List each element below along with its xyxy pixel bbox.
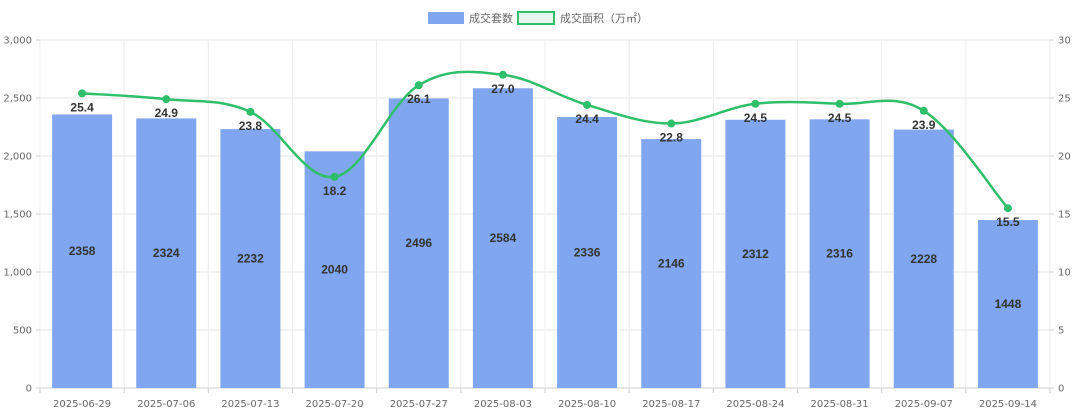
line-value-label: 24.9 (155, 106, 179, 120)
legend-item-line[interactable]: 成交面积（万㎡） (517, 11, 648, 25)
x-tick-label: 2025-07-13 (221, 399, 279, 410)
y-right-tick-label: 10 (1058, 268, 1071, 279)
line-series (78, 70, 1012, 213)
legend-item-bars[interactable]: 成交套数 (428, 11, 513, 25)
y-left-tick-label: 0 (26, 384, 32, 395)
line-value-label: 27.0 (491, 82, 515, 96)
line-point[interactable] (498, 70, 507, 79)
bar[interactable] (809, 119, 870, 389)
legend-label-line: 成交面积（万㎡） (560, 11, 648, 25)
line-point[interactable] (583, 100, 592, 109)
bar-value-label: 2324 (153, 246, 180, 260)
axis-layer: 0 500 1,000 1,500 2,000 2,500 3,000 0 5 10 15 20 25 3… (3, 36, 1070, 411)
bar-value-label: 2496 (405, 236, 432, 250)
line-point[interactable] (414, 81, 423, 90)
bar-value-label: 2146 (658, 257, 685, 271)
y-right-tick-label: 30 (1058, 36, 1071, 47)
line-point[interactable] (78, 89, 87, 98)
y-left-tick-label: 3,000 (3, 36, 32, 47)
y-right-tick-label: 25 (1058, 94, 1071, 105)
x-tick-label: 2025-09-07 (895, 399, 953, 410)
bar[interactable] (641, 139, 702, 388)
y-left-tick-label: 1,500 (3, 210, 32, 221)
y-right-tick-label: 5 (1058, 326, 1064, 337)
x-tick-label: 2025-08-03 (474, 399, 532, 410)
line-point[interactable] (919, 106, 928, 115)
bar[interactable] (557, 117, 618, 389)
y-left-tick-label: 500 (13, 326, 32, 337)
line-value-label: 15.5 (996, 215, 1020, 229)
legend-label-bars: 成交套数 (469, 11, 513, 25)
line-point[interactable] (162, 95, 171, 104)
legend-swatch-bars (428, 12, 464, 24)
y-left-tick-label: 1,000 (3, 268, 32, 279)
line-value-label: 22.8 (660, 131, 684, 145)
line-point[interactable] (835, 99, 844, 108)
x-tick-label: 2025-07-27 (390, 399, 448, 410)
x-tick-label: 2025-07-06 (137, 399, 195, 410)
y-left-tick-label: 2,500 (3, 94, 32, 105)
bar-value-label: 1448 (995, 297, 1022, 311)
x-tick-label: 2025-07-20 (306, 399, 364, 410)
line-value-label: 18.2 (323, 184, 347, 198)
bar-series (52, 88, 1038, 389)
line-value-label: 26.1 (407, 92, 431, 106)
x-tick-label: 2025-06-29 (53, 399, 111, 410)
bar[interactable] (304, 151, 365, 388)
bar-value-label: 2040 (321, 263, 348, 277)
bar-value-label: 2584 (490, 231, 517, 245)
line-value-label: 23.9 (912, 118, 936, 132)
bar-value-label: 2358 (69, 244, 96, 258)
line-value-label: 24.5 (828, 111, 852, 125)
y-right-tick-label: 15 (1058, 210, 1071, 221)
bar-value-label: 2312 (742, 247, 769, 261)
y-right-tick-label: 20 (1058, 152, 1071, 163)
line-point[interactable] (246, 107, 255, 116)
bar[interactable] (136, 118, 197, 388)
bar-value-label: 2228 (910, 252, 937, 266)
bar-value-label: 2336 (574, 246, 601, 260)
bar[interactable] (472, 88, 533, 389)
legend-swatch-line (517, 11, 555, 25)
line-point[interactable] (751, 99, 760, 108)
line-value-label: 23.8 (239, 119, 263, 133)
line-point[interactable] (1003, 204, 1012, 213)
line-value-label: 25.4 (70, 100, 94, 114)
bar[interactable] (977, 220, 1038, 388)
bar[interactable] (893, 129, 954, 388)
y-left-tick-label: 2,000 (3, 152, 32, 163)
x-tick-label: 2025-08-10 (558, 399, 616, 410)
bar[interactable] (52, 114, 113, 389)
bar[interactable] (725, 119, 786, 389)
bar[interactable] (388, 98, 449, 389)
bar-value-label: 2316 (826, 247, 853, 261)
x-tick-label: 2025-08-17 (642, 399, 700, 410)
x-tick-label: 2025-09-14 (979, 399, 1037, 410)
bar-value-label: 2232 (237, 252, 264, 266)
line-value-label: 24.4 (575, 112, 599, 126)
bar[interactable] (220, 129, 281, 388)
data-labels: 2358 2324 2232 2040 2496 2584 2336 2146 2312 2316… (69, 82, 1022, 311)
line-point[interactable] (330, 172, 339, 181)
x-tick-label: 2025-08-24 (726, 399, 784, 410)
legend[interactable]: 成交套数 成交面积（万㎡） (428, 11, 648, 25)
line-value-label: 24.5 (744, 111, 768, 125)
x-tick-label: 2025-08-31 (811, 399, 869, 410)
y-right-tick-label: 0 (1058, 384, 1064, 395)
grid-layer (39, 39, 1051, 389)
line-point[interactable] (667, 119, 676, 128)
